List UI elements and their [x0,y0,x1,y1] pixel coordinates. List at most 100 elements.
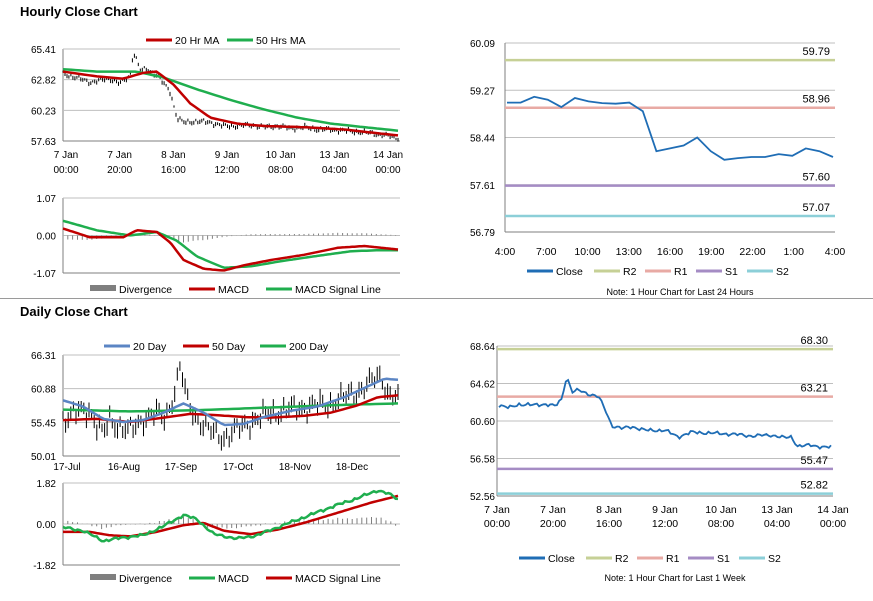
weekly-pivot-r1-label: 63.21 [800,383,828,395]
hourly-price-y-tick-label: 62.82 [31,76,56,87]
daily-macd-legend-label: MACD [218,573,249,585]
hourly-price-x-tick-label: 7 Jan [54,150,78,161]
hourly-pivot-close-line [507,95,834,161]
daily-price-legend-label: 200 Day [289,341,329,353]
daily-200day-ma-line [62,402,399,413]
hourly-pivot-x-tick-label: 4:00 [825,246,846,258]
hourly-price-x-tick-label: 08:00 [268,165,293,176]
hourly-price-x-tick-label: 16:00 [161,165,186,176]
hourly-price-x-tick-label: 9 Jan [215,150,239,161]
hourly-price-x-tick-label: 04:00 [322,165,347,176]
weekly-pivot-y-tick-label: 52.56 [470,492,495,503]
hourly-50hr-ma-line [62,67,399,132]
hourly-pivot-x-tick-label: 4:00 [495,246,516,258]
hourly-macd-legend-label: MACD [218,284,249,296]
hourly-price-x-tick-label: 7 Jan [107,150,131,161]
hourly-price-legend-label: 20 Hr MA [175,35,219,47]
weekly-pivot-x-tick-label: 00:00 [484,518,510,530]
weekly-pivot-y-tick-label: 64.62 [470,380,495,391]
weekly-pivot-x-tick-label: 7 Jan [540,504,566,516]
hourly-pivot-legend-label: S2 [776,266,789,278]
weekly-pivot-x-tick-label: 14 Jan [817,504,849,516]
weekly-pivot-x-tick-label: 10 Jan [705,504,737,516]
hourly-pivot-note: Note: 1 Hour Chart for Last 24 Hours [606,287,754,297]
hourly-pivot-s1-label: 57.60 [802,172,830,184]
hourly-macd-legend-label: MACD Signal Line [295,284,381,296]
hourly-pivot-x-tick-label: 16:00 [657,246,683,258]
weekly-pivot-x-tick-label: 12:00 [652,518,678,530]
section-divider [0,298,873,299]
weekly-pivot-x-tick-label: 00:00 [820,518,846,530]
hourly-pivot-y-tick-label: 56.79 [470,228,495,239]
daily-section-title: Daily Close Chart [20,304,128,319]
daily-price-y-tick-label: 55.45 [31,418,56,429]
weekly-pivot-y-tick-label: 56.58 [470,455,495,466]
weekly-pivot-legend-label: Close [548,553,575,565]
daily-macd-line [62,489,399,543]
daily-price-legend-label: 50 Day [212,341,246,353]
weekly-pivot-legend-label: S1 [717,553,730,565]
hourly-price-x-tick-label: 20:00 [107,165,132,176]
weekly-pivot-legend-label: R2 [615,553,629,565]
hourly-macd-legend-label: Divergence [119,284,172,296]
hourly-price-x-tick-label: 13 Jan [319,150,349,161]
hourly-price-x-tick-label: 00:00 [375,165,400,176]
daily-20day-ma-line [62,377,399,427]
weekly-pivot-y-tick-label: 68.64 [470,342,495,353]
weekly-pivot-x-tick-label: 20:00 [540,518,566,530]
hourly-price-y-tick-label: 65.41 [31,45,56,56]
hourly-macd-y-tick-label: 0.00 [37,232,57,243]
daily-macd-legend-label: Divergence [119,573,172,585]
hourly-20hr-ma-line [62,70,399,137]
hourly-price-x-tick-label: 8 Jan [161,150,185,161]
hourly-pivot-legend-label: R1 [674,266,688,278]
weekly-pivot-r2-label: 68.30 [800,335,828,347]
hourly-pivot-x-tick-label: 22:00 [739,246,765,258]
hourly-pivot-legend-label: S1 [725,266,738,278]
hourly-price-x-tick-label: 12:00 [214,165,239,176]
weekly-pivot-x-tick-label: 04:00 [764,518,790,530]
weekly-pivot-x-tick-label: 13 Jan [761,504,793,516]
daily-price-legend-label: 20 Day [133,341,167,353]
hourly-pivot-y-tick-label: 57.61 [470,181,495,192]
daily-macd-y-tick-label: 0.00 [37,520,57,531]
daily-macd-legend-swatch [90,574,116,580]
hourly-pivot-y-tick-label: 60.09 [470,39,495,50]
daily-price-x-tick-label: 17-Jul [53,462,80,473]
hourly-price-x-tick-label: 14 Jan [373,150,403,161]
weekly-pivot-note: Note: 1 Hour Chart for Last 1 Week [605,573,746,583]
daily-macd-legend-label: MACD Signal Line [295,573,381,585]
weekly-pivot-close-line [498,378,832,450]
hourly-pivot-x-tick-label: 1:00 [784,246,805,258]
daily-price-y-tick-label: 66.31 [31,351,56,362]
hourly-pivot-r2-label: 59.79 [802,46,830,58]
hourly-price-y-tick-label: 57.63 [31,137,56,148]
hourly-price-x-tick-label: 00:00 [53,165,78,176]
daily-macd-y-tick-label: -1.82 [33,561,56,572]
daily-price-x-tick-label: 17-Oct [223,462,253,473]
hourly-pivot-legend-label: Close [556,266,583,278]
hourly-pivot-y-tick-label: 58.44 [470,134,495,145]
daily-price-x-tick-label: 17-Sep [165,462,198,473]
daily-price-x-tick-label: 16-Aug [108,462,140,473]
weekly-pivot-x-tick-label: 7 Jan [484,504,510,516]
weekly-pivot-legend-label: S2 [768,553,781,565]
hourly-pivot-x-tick-label: 7:00 [536,246,557,258]
hourly-macd-y-tick-label: -1.07 [33,269,56,280]
weekly-pivot-s2-label: 52.82 [800,480,828,492]
hourly-section-title: Hourly Close Chart [20,4,138,19]
hourly-price-y-tick-label: 60.23 [31,106,56,117]
hourly-pivot-legend-label: R2 [623,266,637,278]
hourly-pivot-r1-label: 58.96 [802,94,830,106]
hourly-price-legend-label: 50 Hrs MA [256,35,306,47]
daily-price-x-tick-label: 18-Dec [336,462,368,473]
hourly-macd-y-tick-label: 1.07 [37,194,57,205]
daily-price-y-tick-label: 50.01 [31,452,56,463]
daily-macd-signal-line [63,494,399,538]
hourly-pivot-y-tick-label: 59.27 [470,86,495,97]
hourly-pivot-x-tick-label: 13:00 [616,246,642,258]
hourly-pivot-s2-label: 57.07 [802,202,830,214]
daily-macd-y-tick-label: 1.82 [37,479,57,490]
weekly-pivot-legend-label: R1 [666,553,680,565]
